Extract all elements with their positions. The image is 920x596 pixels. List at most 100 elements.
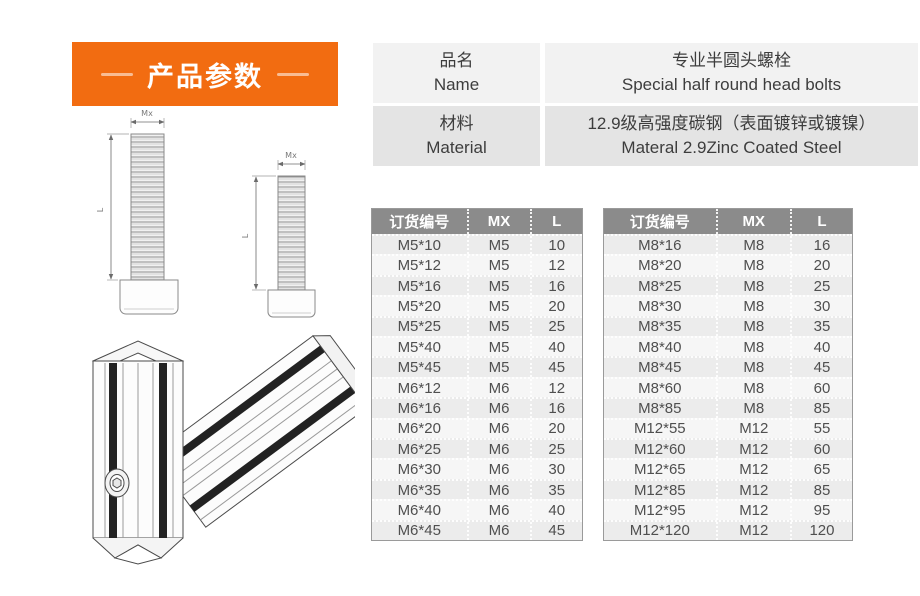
table-cell: M6 xyxy=(466,521,530,541)
table-row: M8*45 M8 45 xyxy=(604,356,852,377)
info-label-material-en: Material xyxy=(426,138,487,157)
table-cell: 25 xyxy=(789,276,852,296)
table-cell: 20 xyxy=(529,419,583,439)
table-cell: M8*40 xyxy=(638,338,682,356)
table-cell: 60 xyxy=(789,378,852,398)
table-row: M8*60 M8 60 xyxy=(604,376,852,398)
table-cell: 30 xyxy=(789,297,852,316)
table-cell: M5 xyxy=(466,317,530,337)
table-row: M5*25 M5 25 xyxy=(372,315,582,337)
table-cell: M12*95 xyxy=(633,501,686,519)
table-cell: 45 xyxy=(529,521,583,541)
order-table-m8-m12: 订货编号 MX L M8*16 M8 16 M8*20 M8 20 M8*25 M8 25 M8*30 M… xyxy=(603,208,853,541)
table-cell: M8 xyxy=(715,378,790,398)
table-row: M8*20 M8 20 xyxy=(604,254,852,275)
table-cell: M5*16 xyxy=(397,277,441,295)
table-cell: 40 xyxy=(529,501,583,520)
table-cell: M8 xyxy=(715,236,790,255)
table-cell: M8 xyxy=(715,338,790,357)
table-cell: M12*55 xyxy=(633,420,686,438)
table-cell: M8*30 xyxy=(638,297,682,315)
table-cell: 30 xyxy=(529,460,583,479)
product-params-banner: 产品参数 xyxy=(72,42,338,106)
table-row: M6*35 M6 35 xyxy=(372,478,583,500)
table-cell: 12 xyxy=(529,378,583,398)
table-cell: M6*25 xyxy=(397,440,441,458)
table-cell: M8*85 xyxy=(638,399,682,417)
table-cell: M12*120 xyxy=(629,522,690,540)
table-cell: M12*60 xyxy=(633,440,686,458)
table-cell: M5 xyxy=(466,297,530,316)
table-cell: M8*35 xyxy=(638,318,682,336)
table-cell: 120 xyxy=(789,521,852,541)
table-cell: L xyxy=(529,209,583,234)
table-cell: M8 xyxy=(715,399,790,418)
info-value-name: 专业半圆头螺栓 Special half round head bolts xyxy=(545,43,918,103)
table-cell: 45 xyxy=(529,358,583,377)
table-row: M12*55 M12 55 xyxy=(604,417,852,439)
table-cell: M12 xyxy=(715,480,790,500)
table-row: M8*40 M8 40 xyxy=(604,336,852,357)
table-row: M6*20 M6 20 xyxy=(372,417,583,439)
table-cell: MX xyxy=(715,209,790,234)
table-row: M6*25 M6 25 xyxy=(372,438,582,459)
table-cell: 20 xyxy=(789,256,852,275)
table-cell: 95 xyxy=(789,501,852,520)
table-row: M12*85 M12 85 xyxy=(604,478,852,500)
table-cell: L xyxy=(789,209,852,234)
table-cell: 订货编号 xyxy=(389,214,450,231)
socket-screw-icon xyxy=(104,468,130,498)
table-cell: M8 xyxy=(715,317,790,337)
table-cell: 16 xyxy=(789,236,852,255)
table-cell: M8*16 xyxy=(638,236,682,254)
table-cell: 55 xyxy=(789,419,852,439)
table-cell: M5 xyxy=(466,276,530,296)
table-row: M5*10 M5 10 xyxy=(372,234,582,255)
table-cell: M6 xyxy=(466,440,530,459)
table-header-row: 订货编号 MX L xyxy=(604,209,852,234)
table-cell: 订货编号 xyxy=(629,214,690,231)
table-cell: M5*10 xyxy=(397,236,441,254)
table-row: M5*20 M5 20 xyxy=(372,295,582,316)
bolt-drawing-large: Mx L xyxy=(96,109,179,315)
table-cell: M8*25 xyxy=(638,277,682,295)
banner-dash-right-icon xyxy=(277,72,309,76)
table-row: M5*45 M5 45 xyxy=(372,356,583,377)
table-cell: M6 xyxy=(466,378,530,398)
table-cell: M12*85 xyxy=(633,481,686,499)
info-label-material-zh: 材料 xyxy=(439,114,474,134)
banner-dash-left-icon xyxy=(101,72,133,76)
info-label-name-en: Name xyxy=(433,75,480,94)
table-cell: 12 xyxy=(529,256,583,275)
table-cell: M5 xyxy=(466,236,530,255)
table-cell: 85 xyxy=(789,480,852,500)
table-cell: 85 xyxy=(789,399,852,418)
table-cell: M6 xyxy=(466,399,530,418)
bolt-large-width-label: Mx xyxy=(141,109,153,118)
order-table-m5-m6: 订货编号 MX L M5*10 M5 10 M5*12 M5 12 M5*16 M5 16 M5*20 M… xyxy=(371,208,583,541)
table-cell: 35 xyxy=(529,480,583,500)
table-cell: M5 xyxy=(466,256,530,275)
product-info-table: 品名 Name 专业半圆头螺栓 Special half round head … xyxy=(373,43,918,166)
table-row: M12*60 M12 60 xyxy=(604,438,852,459)
table-cell: 40 xyxy=(529,338,583,357)
table-row: M6*40 M6 40 xyxy=(372,499,583,520)
table-cell: M6*35 xyxy=(397,481,441,499)
table-cell: M12 xyxy=(715,501,790,520)
info-value-material: 12.9级高强度碳钢（表面镀锌或镀镍） Materal 2.9Zinc Coat… xyxy=(545,106,918,166)
info-label-name: 品名 Name xyxy=(373,43,540,103)
table-cell: 35 xyxy=(789,317,852,337)
table-cell: M6*20 xyxy=(397,420,441,438)
bolt-drawing-small: Mx L xyxy=(241,151,316,318)
table-cell: 16 xyxy=(529,276,583,296)
table-cell: 40 xyxy=(789,338,852,357)
table-cell: M5*40 xyxy=(397,338,441,356)
table-cell: M8*20 xyxy=(638,257,682,275)
table-cell: M8 xyxy=(715,297,790,316)
table-row: M6*30 M6 30 xyxy=(372,458,583,479)
info-value-material-zh: 12.9级高强度碳钢（表面镀锌或镀镍） xyxy=(587,114,876,134)
table-cell: M8 xyxy=(715,256,790,275)
info-value-material-en: Materal 2.9Zinc Coated Steel xyxy=(621,138,842,157)
table-cell: M6 xyxy=(466,480,530,500)
